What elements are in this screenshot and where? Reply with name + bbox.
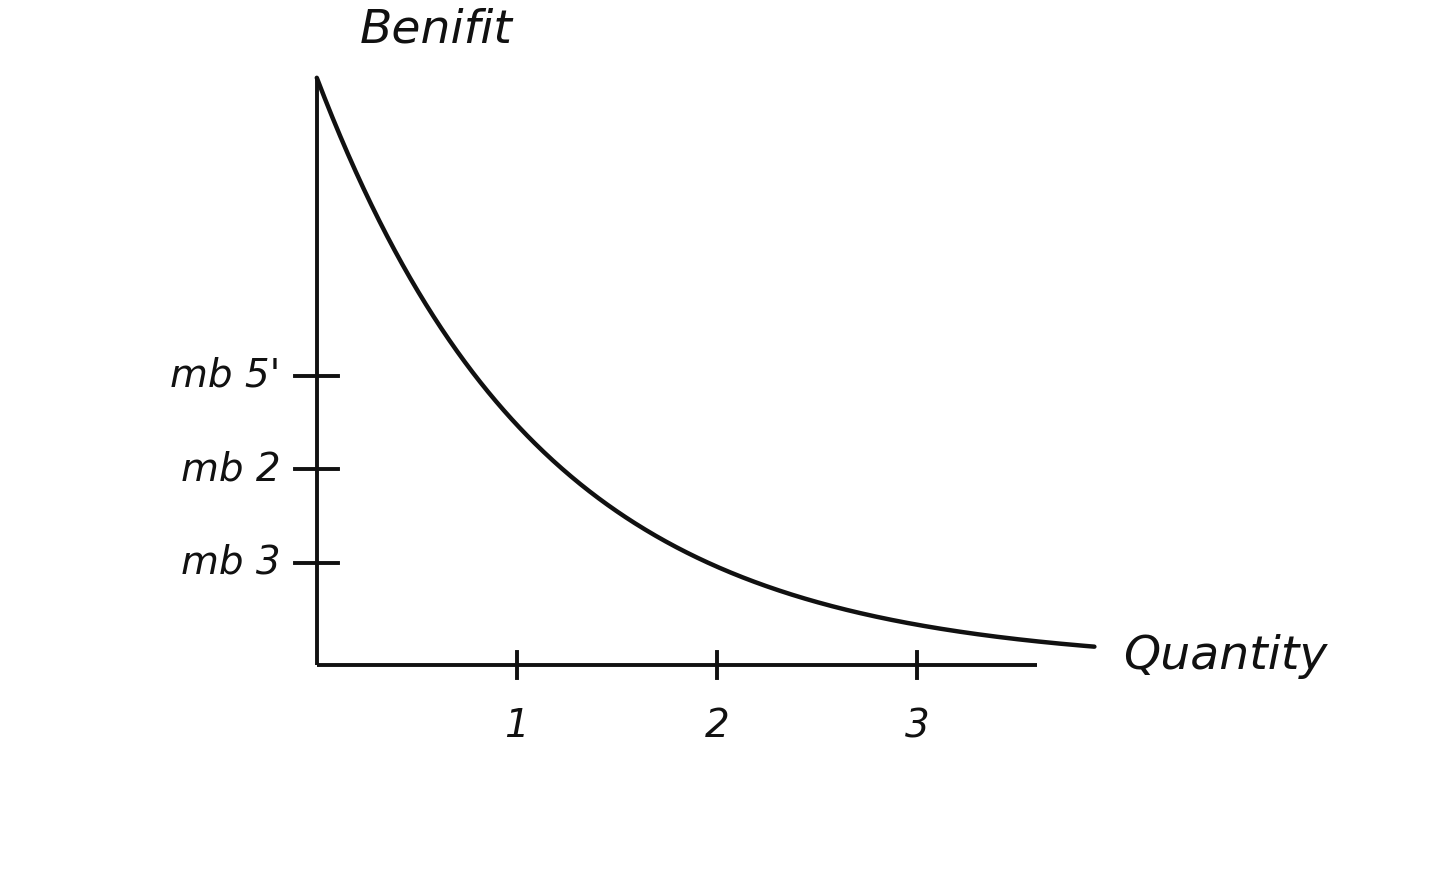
Text: Benifit: Benifit — [360, 7, 513, 52]
Text: 3: 3 — [904, 707, 929, 746]
Text: 1: 1 — [504, 707, 528, 746]
Text: mb 5': mb 5' — [170, 356, 281, 395]
Text: mb 2: mb 2 — [181, 450, 281, 488]
Text: mb 3: mb 3 — [181, 544, 281, 581]
Text: Quantity: Quantity — [1123, 634, 1328, 679]
Text: 2: 2 — [704, 707, 729, 746]
